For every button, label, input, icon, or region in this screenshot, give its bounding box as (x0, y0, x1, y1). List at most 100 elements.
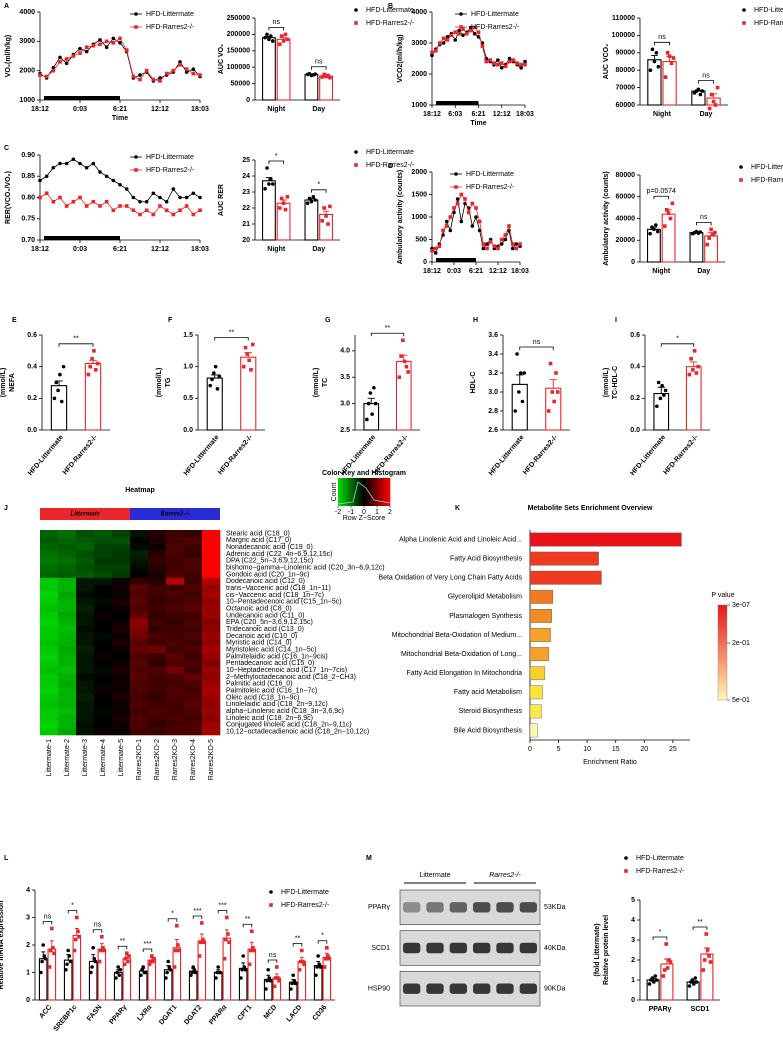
data-point (263, 35, 267, 40)
key-swatch (387, 478, 391, 506)
heatmap-cell (166, 680, 185, 688)
heatmap-cell (76, 653, 95, 661)
x-tick-label: PPARα (208, 1003, 229, 1026)
significance-label: ns (315, 59, 323, 66)
x-tick-label: 6:21 (469, 268, 483, 275)
heatmap-cell (94, 536, 113, 544)
data-point (692, 982, 696, 986)
data-point (507, 224, 511, 228)
legend-label: HFD-Rarres2-/- (146, 167, 195, 174)
data-point (279, 196, 284, 201)
heatmap-cell (184, 707, 203, 715)
y-axis-label: TG (165, 377, 172, 387)
data-point (309, 199, 314, 204)
heatmap-cell (76, 536, 95, 544)
key-swatch (379, 478, 383, 506)
data-point (289, 987, 293, 991)
heatmap-cell (94, 564, 113, 572)
data-point (326, 954, 330, 958)
y-tick-label: 0.4 (27, 364, 37, 371)
blot-band (403, 942, 421, 954)
data-point (499, 66, 504, 70)
heatmap-cell (148, 687, 167, 695)
data-point (503, 64, 508, 69)
heatmap-cell (202, 605, 221, 613)
data-point (51, 165, 56, 170)
heatmap-cell (94, 591, 113, 599)
data-point (459, 192, 464, 197)
y-tick-label: 250000 (227, 15, 250, 22)
legend-marker (459, 25, 463, 29)
bar (322, 956, 332, 1001)
x-axis-label: Time (470, 120, 486, 127)
data-point (151, 959, 155, 964)
heatmap-cell (58, 721, 77, 729)
heatmap-cell (40, 687, 59, 695)
blot-background (399, 971, 541, 1007)
heatmap-cell (202, 564, 221, 572)
significance-label: * (71, 902, 74, 909)
data-point (250, 929, 254, 934)
key-swatch (356, 478, 360, 506)
data-point (470, 201, 475, 206)
data-point (241, 364, 246, 369)
heatmap-cell (130, 550, 149, 558)
data-point (249, 368, 253, 372)
heatmap-cell (166, 557, 185, 565)
heatmap-cell (76, 618, 95, 626)
heatmap-cell (40, 625, 59, 633)
x-tick-label: 20 (640, 746, 648, 753)
heatmap-cell (76, 639, 95, 647)
data-point (669, 61, 674, 66)
data-point (449, 33, 454, 38)
data-point (484, 59, 489, 64)
y-tick-label: 1 (26, 969, 30, 976)
heatmap-cell (166, 564, 185, 572)
data-point (198, 940, 203, 945)
data-point (67, 954, 72, 958)
y-axis-label: VO₂(ml/h/kg) (5, 35, 12, 77)
heatmap-cell (94, 530, 113, 538)
heatmap-cell (94, 632, 113, 640)
colorbar (717, 604, 728, 701)
data-point (301, 959, 305, 964)
legend-marker (354, 8, 358, 12)
data-point (281, 39, 286, 43)
y-tick-label: 60000 (616, 194, 636, 201)
significance-label: * (171, 911, 174, 918)
data-point (277, 42, 282, 47)
data-point (118, 36, 122, 41)
x-tick-label: Night (267, 246, 286, 253)
y-tick-label: 50000 (231, 80, 251, 87)
heatmap-cell (166, 721, 185, 729)
heatmap-cell (148, 591, 167, 599)
data-point (44, 174, 49, 179)
significance-bracket (654, 41, 670, 46)
significance-label: ** (120, 938, 126, 945)
data-point (98, 170, 102, 174)
heatmap-cell (40, 666, 59, 674)
heatmap-cell (148, 543, 167, 551)
data-point (507, 56, 512, 61)
key-tick-label: 1 (375, 509, 379, 516)
legend-marker (134, 168, 138, 172)
heatmap-cell (40, 639, 59, 647)
row-label: Myristoleic acid (C14_1n−5c) (226, 646, 316, 653)
significance-label: ns (273, 19, 281, 26)
significance-bracket (67, 910, 78, 914)
x-tick-label: HFD-Littermate (488, 434, 526, 477)
heatmap-cell (112, 612, 131, 620)
size-label: 90KDa (544, 986, 566, 993)
data-point (84, 45, 89, 49)
heatmap-cell (76, 721, 95, 729)
heatmap-cell (202, 646, 221, 654)
data-point (58, 55, 62, 60)
key-xlabel: Row Z−Score (343, 515, 386, 522)
blot-band (496, 942, 514, 954)
y-tick-label: 25 (242, 157, 250, 164)
heatmap-cell (166, 571, 185, 579)
column-label: Littermate-3 (82, 739, 89, 776)
x-tick-label: HFD-Littermate (183, 434, 221, 477)
heatmap-cell (40, 707, 59, 715)
data-point (693, 976, 698, 980)
